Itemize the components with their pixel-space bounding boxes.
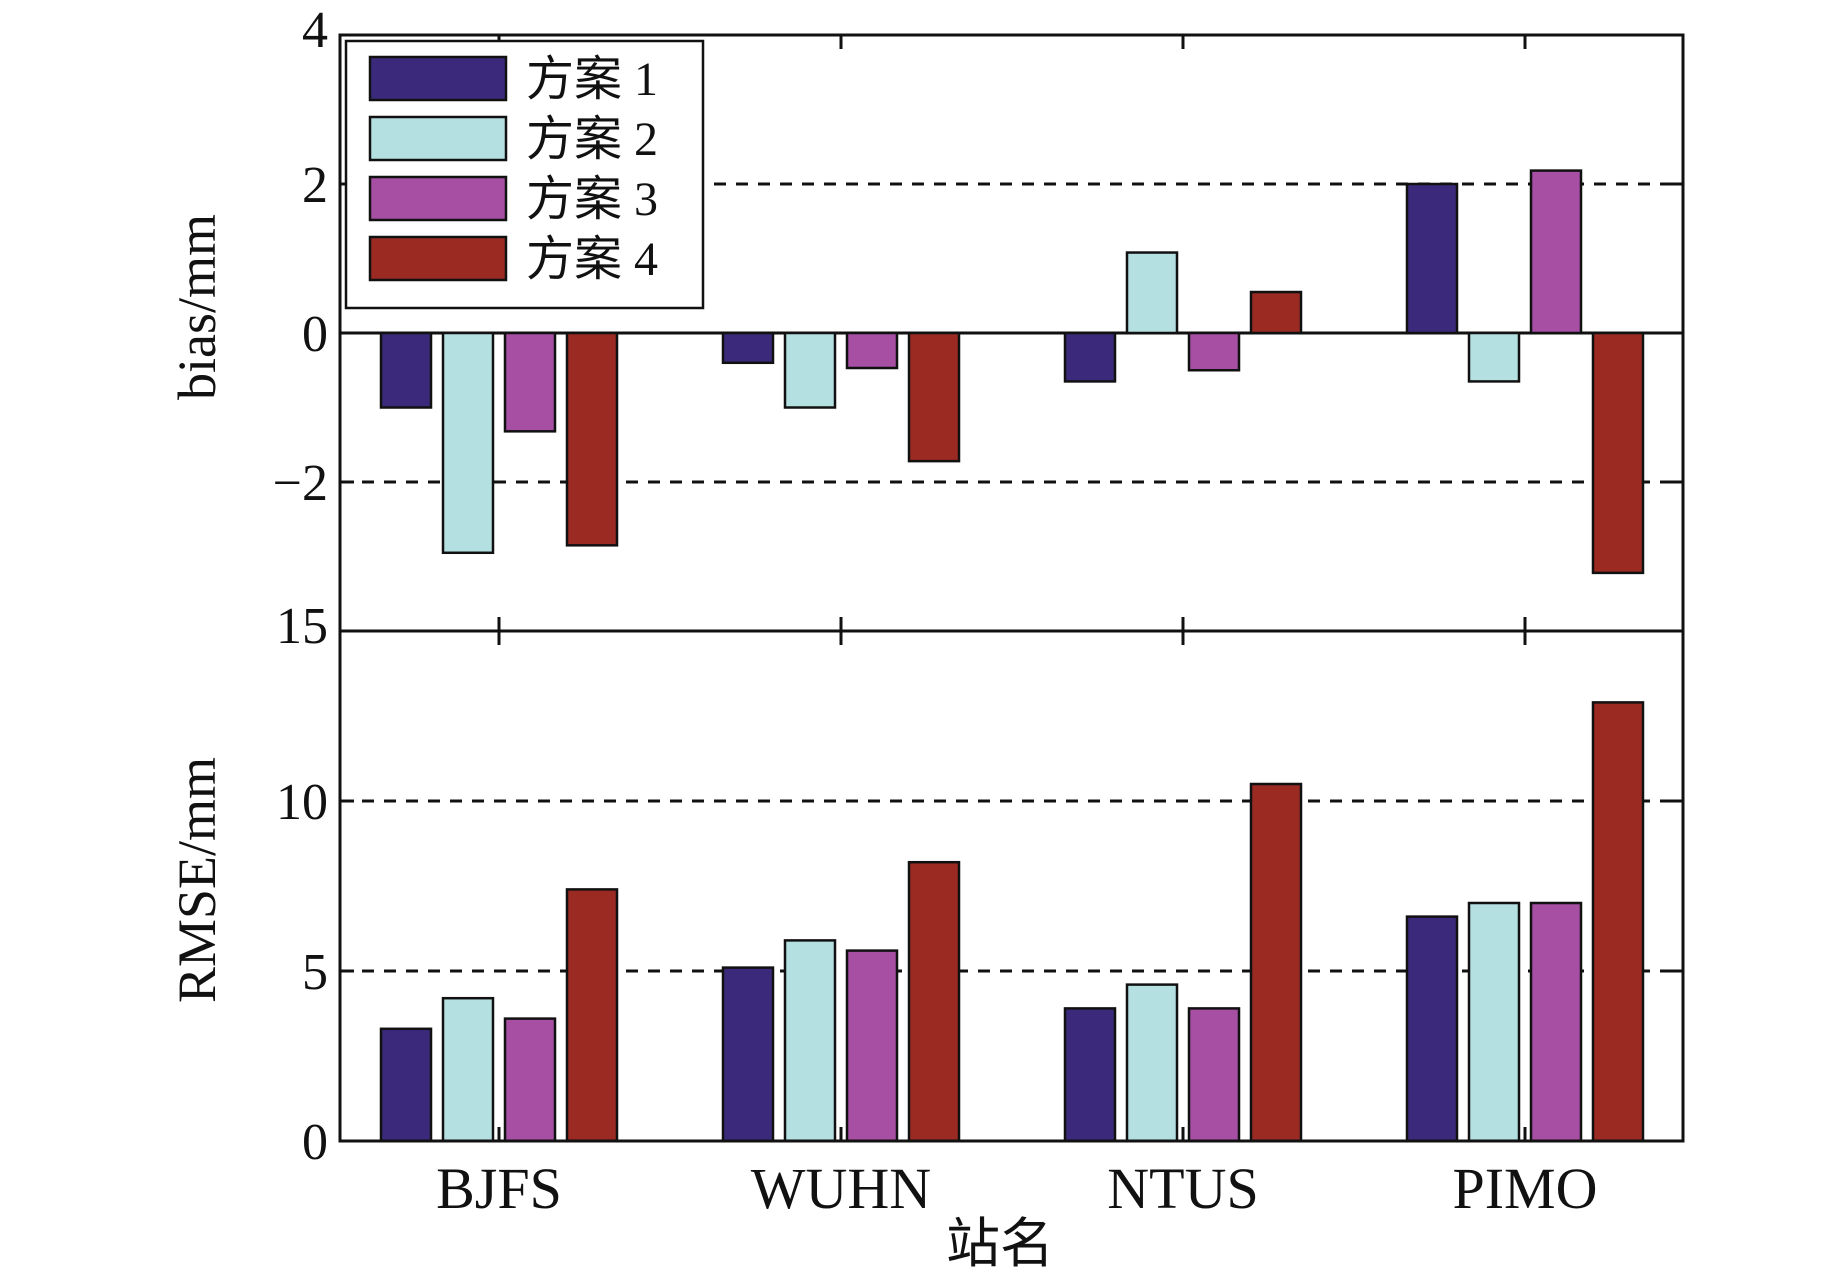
rmse-bar-bjfs-series-1 — [379, 1027, 433, 1143]
legend-label-series-3: 方案 3 — [526, 173, 658, 226]
rmse-panel: 0 5 10 15 BJFS WUHN NTUS PIMO RMSE/mm — [167, 598, 1685, 1221]
rmse-y-axis-label: RMSE/mm — [167, 757, 227, 1003]
rmse-bar-bjfs-series-2 — [441, 996, 495, 1143]
rmse-bar-wuhn-series-2 — [783, 939, 837, 1143]
rmse-ytick-label-15: 15 — [276, 598, 328, 655]
bias-bar-bjfs-series-2 — [441, 331, 495, 555]
category-label-pimo: PIMO — [1452, 1156, 1597, 1221]
bias-bar-pimo-series-2 — [1467, 331, 1521, 383]
rmse-ytick-label-0: 0 — [302, 1114, 328, 1171]
bias-y-axis-label: bias/mm — [167, 214, 227, 400]
rmse-bar-ntus-series-1 — [1063, 1007, 1117, 1143]
x-axis-label: 站名 — [946, 1214, 1054, 1274]
rmse-axes-frame — [338, 629, 1685, 1143]
bias-bar-pimo-series-4 — [1591, 331, 1645, 575]
bias-ytick-label-2: −2 — [273, 455, 328, 512]
rmse-bar-pimo-series-2 — [1467, 901, 1521, 1143]
bias-ytick-label-0: 0 — [302, 306, 328, 363]
rmse-bar-bjfs-series-4 — [565, 888, 619, 1143]
bias-bar-pimo-series-3 — [1529, 169, 1583, 335]
category-label-bjfs: BJFS — [436, 1156, 562, 1221]
rmse-bar-ntus-series-2 — [1125, 983, 1179, 1143]
legend-swatch-series-1 — [368, 55, 508, 102]
legend-label-series-1: 方案 1 — [526, 53, 658, 106]
rmse-bar-pimo-series-4 — [1591, 701, 1645, 1143]
bias-bar-bjfs-series-1 — [379, 331, 433, 409]
bias-bar-ntus-series-4 — [1249, 290, 1303, 335]
category-label-wuhn: WUHN — [751, 1156, 931, 1221]
rmse-bar-pimo-series-3 — [1529, 901, 1583, 1143]
category-label-ntus: NTUS — [1107, 1156, 1258, 1221]
legend-swatch-series-2 — [368, 115, 508, 162]
bias-bar-ntus-series-2 — [1125, 251, 1179, 335]
rmse-bar-wuhn-series-4 — [907, 860, 961, 1143]
bias-panel: −2 0 2 4 bias/mm — [167, 2, 1685, 645]
legend-label-series-2: 方案 2 — [526, 113, 658, 166]
rmse-ytick-label-10: 10 — [276, 774, 328, 831]
rmse-bar-wuhn-series-1 — [721, 966, 775, 1143]
legend-swatch-series-3 — [368, 175, 508, 222]
bias-bar-wuhn-series-2 — [783, 331, 837, 409]
bias-bar-wuhn-series-1 — [721, 331, 775, 365]
bias-bar-pimo-series-1 — [1405, 182, 1459, 335]
legend: 方案 1 方案 2 方案 3 方案 4 — [344, 39, 705, 310]
rmse-bar-wuhn-series-3 — [845, 949, 899, 1143]
bias-ytick-label-2: 2 — [302, 157, 328, 214]
legend-label-series-4: 方案 4 — [526, 233, 658, 286]
bias-bar-wuhn-series-3 — [845, 331, 899, 370]
bias-bar-ntus-series-1 — [1063, 331, 1117, 383]
rmse-bar-pimo-series-1 — [1405, 915, 1459, 1143]
legend-swatch-series-4 — [368, 235, 508, 282]
bias-bar-ntus-series-3 — [1187, 331, 1241, 372]
rmse-ytick-label-5: 5 — [302, 944, 328, 1001]
bias-bar-bjfs-series-4 — [565, 331, 619, 547]
bias-ytick-label-4: 4 — [302, 2, 328, 59]
bias-bar-bjfs-series-3 — [503, 331, 557, 433]
rmse-bar-ntus-series-3 — [1187, 1007, 1241, 1143]
rmse-bar-bjfs-series-3 — [503, 1017, 557, 1143]
bias-bar-wuhn-series-4 — [907, 331, 961, 463]
rmse-bar-ntus-series-4 — [1249, 782, 1303, 1143]
